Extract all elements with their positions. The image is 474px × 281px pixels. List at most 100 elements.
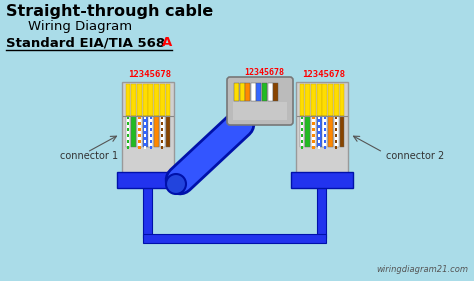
Bar [335,140,337,143]
Bar [317,116,321,147]
Bar [150,116,152,119]
Text: 12345678: 12345678 [302,70,345,79]
Bar [324,122,326,125]
Bar [322,84,327,116]
Bar [328,84,333,116]
Bar [318,128,320,131]
Bar [122,82,174,177]
Text: connector 2: connector 2 [386,151,444,161]
Bar [318,146,320,149]
Bar [165,84,170,116]
Bar [318,134,320,137]
Bar [324,116,326,119]
Bar [234,83,239,101]
Bar [127,146,129,149]
Bar [301,146,303,149]
Bar [245,83,250,101]
Bar [126,84,130,116]
Bar [127,116,129,119]
Bar [311,84,316,116]
Bar [137,84,142,116]
Bar [256,83,261,101]
Bar [126,116,130,147]
Bar [334,84,338,116]
Bar [144,128,146,131]
Bar [233,102,287,120]
Bar [251,83,256,101]
Bar [161,128,164,131]
Text: A: A [162,36,172,49]
Bar [334,116,338,147]
Text: Straight-through cable: Straight-through cable [6,4,213,19]
Bar [127,122,129,125]
Bar [312,146,315,149]
Bar [144,116,146,119]
Bar [305,116,310,147]
Circle shape [166,174,186,194]
Bar [161,146,164,149]
Bar [143,84,147,116]
Bar [138,146,140,149]
Bar [144,186,153,238]
Bar [161,116,164,119]
Bar [144,140,146,143]
Bar [318,122,320,125]
Bar [161,122,164,125]
Bar [311,116,316,147]
Bar [144,134,146,137]
Bar [161,134,164,137]
Bar [117,172,179,188]
Bar [160,84,164,116]
Bar [335,134,337,137]
Bar [322,116,327,147]
Bar [300,84,304,116]
Bar [138,116,140,119]
Bar [131,116,136,147]
Bar [312,140,315,143]
Bar [154,84,159,116]
Bar [312,116,315,119]
Bar [317,84,321,116]
Bar [301,128,303,131]
Bar [324,140,326,143]
Bar [144,146,146,149]
Bar [339,84,344,116]
Bar [301,116,303,119]
Bar [305,84,310,116]
Bar [143,116,147,147]
Bar [154,116,159,147]
Bar [150,146,152,149]
Bar [301,122,303,125]
Bar [324,128,326,131]
Bar [312,134,315,137]
Text: Standard EIA/TIA 568: Standard EIA/TIA 568 [6,36,165,49]
Bar [150,128,152,131]
Bar [262,83,267,101]
Bar [312,122,315,125]
Bar [165,116,170,147]
Bar [144,234,327,243]
Bar [127,128,129,131]
Bar [318,186,327,238]
Bar [324,146,326,149]
Bar [335,146,337,149]
Bar [131,84,136,116]
Bar [312,128,315,131]
Bar [161,140,164,143]
Bar [268,83,273,101]
Bar [144,122,146,125]
Bar [335,116,337,119]
Text: 12345678: 12345678 [128,70,171,79]
Bar [160,116,164,147]
Bar [301,134,303,137]
Bar [318,140,320,143]
Bar [328,116,333,147]
Bar [138,140,140,143]
Text: connector 1: connector 1 [60,151,118,161]
Text: 12345678: 12345678 [244,68,284,77]
Bar [138,122,140,125]
Bar [137,116,142,147]
Bar [291,172,353,188]
Bar [150,122,152,125]
Text: wiringdiagram21.com: wiringdiagram21.com [376,265,468,274]
